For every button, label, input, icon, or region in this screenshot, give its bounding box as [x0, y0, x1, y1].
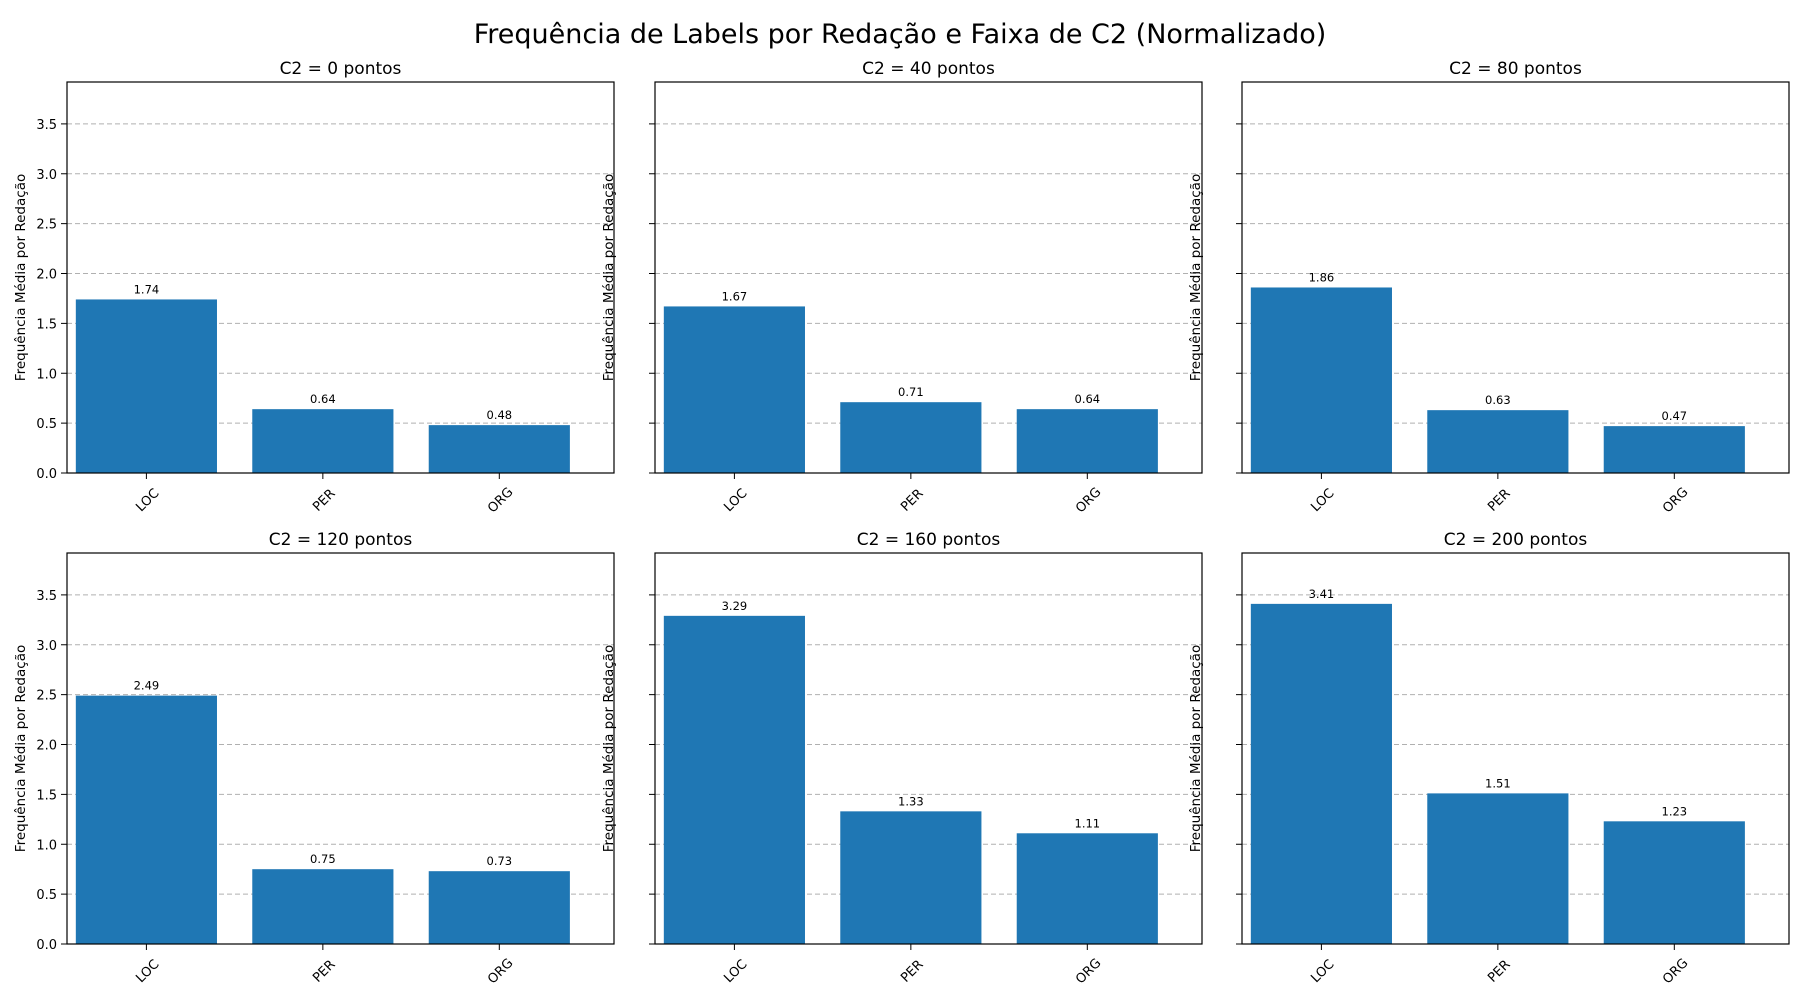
bar — [1250, 603, 1392, 944]
bar-value-label: 3.41 — [1309, 587, 1335, 601]
x-tick-label: LOC — [721, 957, 750, 986]
x-tick-label: ORG — [1073, 485, 1104, 516]
bar-value-label: 0.75 — [310, 852, 336, 866]
bar — [252, 869, 394, 944]
axes-frame — [66, 81, 615, 474]
bar-value-label: 0.64 — [310, 392, 336, 406]
panel-title: C2 = 160 pontos — [857, 530, 1001, 550]
figure-title: Frequência de Labels por Redação e Faixa… — [474, 19, 1327, 50]
bar — [1603, 426, 1745, 473]
bar-value-label: 0.73 — [487, 854, 513, 868]
chart-panels: 0.00.51.01.52.02.53.03.51.74LOC0.64PER0.… — [13, 59, 1790, 987]
x-tick-label: LOC — [1308, 486, 1337, 515]
bar — [840, 811, 982, 944]
bar-value-label: 1.74 — [134, 282, 160, 296]
bar-value-label: 0.63 — [1485, 393, 1511, 407]
axes-frame — [1241, 81, 1790, 474]
panel-title: C2 = 200 pontos — [1444, 530, 1588, 550]
axes-frame — [654, 552, 1203, 945]
bar-value-label: 0.48 — [487, 408, 513, 422]
y-tick-label: 1.5 — [36, 788, 57, 803]
bar — [1016, 409, 1158, 473]
bar — [1250, 287, 1392, 473]
bar-value-label: 1.67 — [722, 289, 748, 303]
bar — [75, 695, 217, 944]
chart-panel-2: 1.67 LOC 0.71 PER 0.64 ORG C2 = 40 pontos Frequ… — [601, 59, 1203, 516]
y-tick-label: 2.0 — [36, 739, 57, 754]
y-tick-label: 3.0 — [36, 639, 57, 654]
x-tick-label: ORG — [485, 956, 516, 987]
panel-title: C2 = 0 pontos — [280, 59, 402, 79]
x-tick-label: PER — [1485, 486, 1513, 514]
y-tick-label: 2.5 — [36, 689, 57, 704]
bar — [75, 299, 217, 473]
x-tick-label: PER — [898, 957, 926, 985]
axes-frame — [66, 552, 615, 945]
y-axis-label: Frequência Média por Redação — [13, 174, 29, 381]
bar — [1427, 410, 1569, 473]
y-tick-label: 1.5 — [36, 317, 57, 332]
y-tick-label: 0.5 — [36, 417, 57, 432]
bar — [663, 615, 805, 944]
x-tick-label: LOC — [1308, 957, 1337, 986]
y-tick-label: 0.5 — [36, 888, 57, 903]
bar — [252, 409, 394, 473]
bar — [428, 425, 570, 473]
bar-value-label: 1.33 — [898, 794, 924, 808]
axes-frame — [654, 81, 1203, 474]
y-tick-label: 2.5 — [36, 218, 57, 233]
y-tick-label: 2.0 — [36, 268, 57, 283]
x-tick-label: LOC — [133, 486, 162, 515]
bar-value-label: 0.47 — [1662, 409, 1688, 423]
y-tick-label: 3.5 — [36, 589, 57, 604]
y-tick-label: 3.5 — [36, 118, 57, 133]
bar — [1016, 833, 1158, 944]
bar — [663, 306, 805, 473]
bar — [1427, 793, 1569, 944]
axes-frame — [1241, 552, 1790, 945]
x-tick-label: PER — [898, 486, 926, 514]
x-tick-label: LOC — [721, 486, 750, 515]
chart-panel-3: 1.86 LOC 0.63 PER 0.47 ORG C2 = 80 pontos Frequ… — [1188, 59, 1790, 516]
bar-value-label: 1.11 — [1075, 816, 1101, 830]
bar-value-label: 1.23 — [1662, 804, 1688, 818]
y-tick-label: 0.0 — [36, 938, 57, 953]
bar — [1603, 821, 1745, 944]
bar-value-label: 1.86 — [1309, 270, 1335, 284]
bar-value-label: 3.29 — [722, 599, 748, 613]
y-axis-label: Frequência Média por Redação — [601, 174, 617, 381]
panel-title: C2 = 40 pontos — [862, 59, 995, 79]
y-tick-label: 0.0 — [36, 467, 57, 482]
bar-value-label: 0.71 — [898, 385, 924, 399]
bar-value-label: 1.51 — [1485, 776, 1511, 790]
x-tick-label: ORG — [1073, 956, 1104, 987]
y-axis-label: Frequência Média por Redação — [1188, 645, 1204, 852]
x-tick-label: ORG — [1660, 956, 1691, 987]
bar-value-label: 0.64 — [1075, 392, 1101, 406]
x-tick-label: ORG — [485, 485, 516, 516]
chart-panel-5: 3.29 LOC 1.33 PER 1.11 ORG C2 = 160 pontos Freq… — [601, 530, 1203, 987]
panel-title: C2 = 80 pontos — [1449, 59, 1582, 79]
x-tick-label: PER — [1485, 957, 1513, 985]
x-tick-label: LOC — [133, 957, 162, 986]
chart-panel-4: 0.0 0.5 1.0 1.5 2.0 2.5 3.0 3.5 2.49 LOC 0.75 PER 0.… — [13, 530, 615, 987]
chart-panel-6: 3.41 LOC 1.51 PER 1.23 ORG C2 = 200 pontos Freq… — [1188, 530, 1790, 987]
x-tick-label: ORG — [1660, 485, 1691, 516]
y-tick-label: 1.0 — [36, 367, 57, 382]
bar — [428, 871, 570, 944]
y-axis-label: Frequência Média por Redação — [1188, 174, 1204, 381]
y-axis-label: Frequência Média por Redação — [13, 645, 29, 852]
y-tick-label: 1.0 — [36, 838, 57, 853]
chart-panel-1: 0.0 0.5 1.0 1.5 2.0 2.5 3.0 3.5 1.74 LOC 0.64 PER 0.… — [13, 59, 615, 516]
y-axis-label: Frequência Média por Redação — [601, 645, 617, 852]
bar — [840, 402, 982, 473]
bar-value-label: 2.49 — [134, 679, 160, 693]
panel-title: C2 = 120 pontos — [269, 530, 413, 550]
x-tick-label: PER — [310, 486, 338, 514]
y-tick-label: 3.0 — [36, 168, 57, 183]
x-tick-label: PER — [310, 957, 338, 985]
